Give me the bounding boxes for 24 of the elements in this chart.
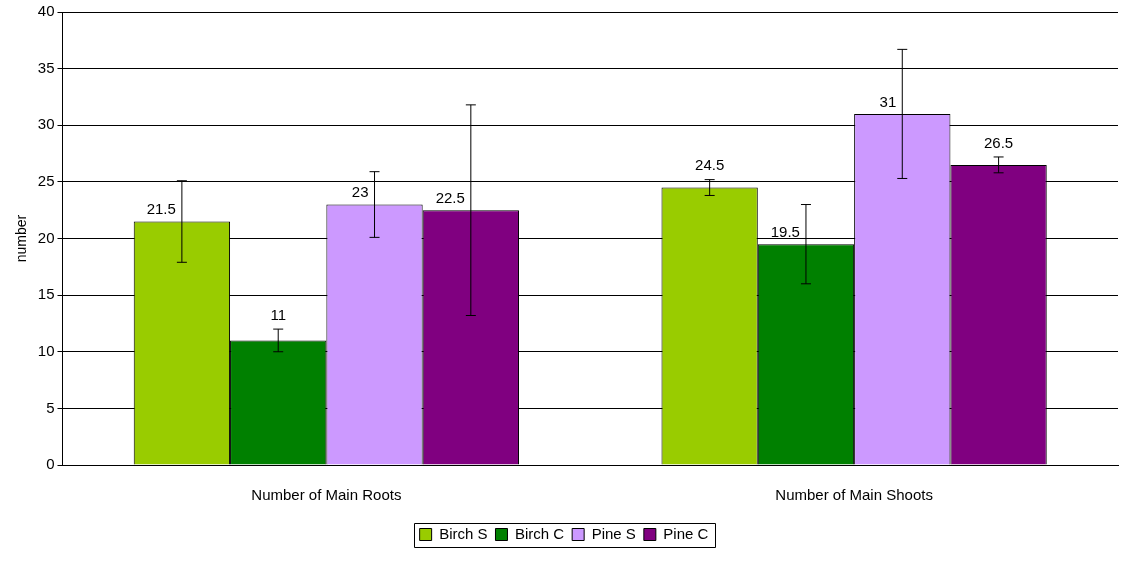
data-label: 24.5 <box>695 156 725 174</box>
data-label: 21.5 <box>146 200 176 218</box>
y-tick-label: 25 <box>37 172 55 190</box>
data-label: 22.5 <box>435 188 465 206</box>
legend-label: Birch C <box>514 524 565 542</box>
data-label: 11 <box>270 305 286 323</box>
y-tick-label: 40 <box>37 2 55 20</box>
legend-label: Pine S <box>591 524 636 542</box>
y-tick-label: 10 <box>37 341 55 359</box>
y-axis-title: number <box>13 214 30 263</box>
data-label: 23 <box>351 183 369 201</box>
y-tick-label: 15 <box>37 285 55 303</box>
data-label: 31 <box>879 92 897 110</box>
y-tick-label: 35 <box>37 58 55 76</box>
legend-label: Pine C <box>663 524 709 542</box>
legend-label: Birch S <box>439 524 488 542</box>
x-tick-label: Number of Main Shoots <box>775 486 933 504</box>
y-tick-label: 5 <box>46 398 55 416</box>
x-tick-label: Number of Main Roots <box>251 486 402 504</box>
y-tick-label: 0 <box>46 455 55 473</box>
data-label: 19.5 <box>770 222 800 240</box>
y-tick-label: 30 <box>37 115 55 133</box>
data-label: 26.5 <box>983 133 1014 151</box>
y-tick-label: 20 <box>37 228 55 246</box>
